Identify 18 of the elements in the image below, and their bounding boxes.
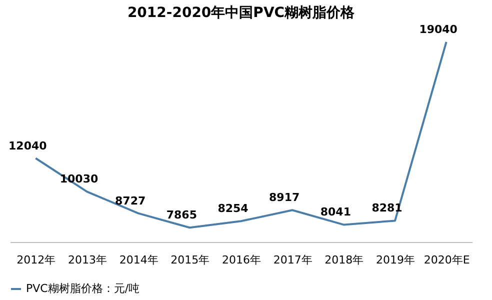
data-label: 8917 bbox=[269, 191, 300, 204]
x-tick-label: 2017年 bbox=[273, 254, 312, 266]
x-tick-label: 2020年E bbox=[424, 254, 470, 266]
data-label: 7865 bbox=[166, 208, 197, 222]
data-label: 12040 bbox=[8, 139, 48, 152]
x-tick-label: 2015年 bbox=[170, 254, 210, 266]
x-tick-label: 2016年 bbox=[222, 254, 261, 266]
x-tick-label: 2014年 bbox=[119, 254, 158, 266]
data-label: 8254 bbox=[218, 202, 249, 216]
x-tick-label: 2019年 bbox=[376, 254, 415, 266]
data-label: 19040 bbox=[419, 22, 458, 36]
x-tick-label: 2018年 bbox=[324, 254, 364, 266]
x-tick-label: 2012年 bbox=[16, 254, 56, 266]
data-label: 8041 bbox=[320, 206, 351, 219]
chart-title: 2012-2020年中国PVC糊树脂价格 bbox=[127, 4, 356, 21]
x-tick-label: 2013年 bbox=[68, 254, 107, 266]
legend-label: PVC糊树脂价格：元/吨 bbox=[26, 282, 140, 295]
data-label: 8727 bbox=[115, 194, 146, 208]
